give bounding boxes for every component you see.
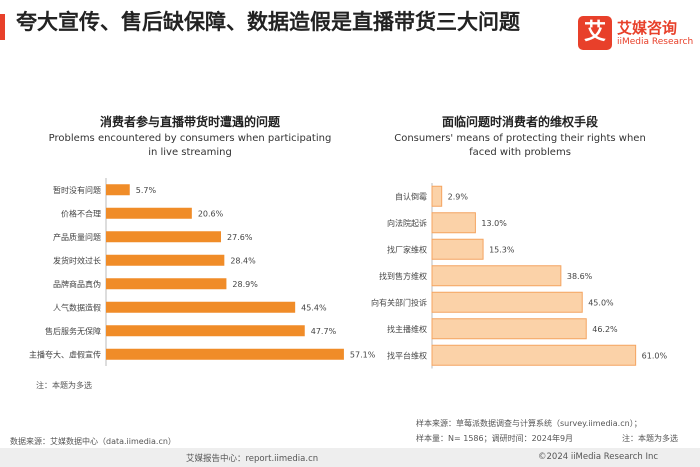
value-label: 46.2% (592, 325, 618, 334)
bar (106, 301, 296, 313)
left-bar-chart: 暂时没有问题 5.7% 价格不合理 20.6% 产品质量问题 27.6% 发货时效过长 28.… (29, 178, 376, 366)
category-label: 产品质量问题 (53, 232, 101, 242)
right-bar-chart: 自认倒霉 2.9% 向法院起诉 13.0% 找厂家维权 15.3% 找到售方维权 38.6% 向… (371, 183, 668, 369)
footer-copyright: ©2024 iiMedia Research Inc (538, 452, 659, 462)
logo-name-cn: 艾媒咨询 (617, 19, 678, 37)
bar (106, 184, 130, 196)
title-accent-bar (0, 14, 5, 40)
value-label: 5.7% (136, 186, 157, 195)
category-label: 暂时没有问题 (53, 185, 101, 195)
bar (106, 207, 192, 219)
category-label: 主播夸大、虚假宣传 (29, 349, 101, 359)
left-chart-title: 消费者参与直播带货时遭遇的问题 (99, 115, 280, 129)
right-chart-title: 面临问题时消费者的维权手段 (441, 115, 598, 129)
iimedia-logo: 艾 艾媒咨询 iiMedia Research (578, 16, 694, 52)
sample-source: 样本来源：草莓派数据调查与计算系统（survey.iimedia.cn）； (416, 419, 642, 428)
value-label: 2.9% (448, 192, 469, 201)
bar (106, 278, 227, 290)
data-source: 数据来源：艾媒数据中心（data.iimedia.cn） (10, 437, 176, 446)
category-label: 品牌商品真伪 (53, 279, 101, 289)
value-label: 13.0% (481, 219, 507, 228)
bar (106, 254, 225, 266)
category-label: 人气数据造假 (53, 302, 101, 312)
footer-report-link[interactable]: 艾媒报告中心：report.iimedia.cn (186, 454, 319, 464)
category-label: 自认倒霉 (395, 191, 427, 201)
footer-bar: 艾媒报告中心：report.iimedia.cn ©2024 iiMedia R… (0, 448, 700, 467)
bar (431, 185, 443, 207)
bar (431, 291, 583, 313)
category-label: 找平台维权 (387, 350, 427, 360)
page-title: 夸大宣传、售后缺保障、数据造假是直播带货三大问题 (16, 10, 520, 34)
category-label: 向法院起诉 (387, 218, 427, 228)
value-label: 15.3% (489, 245, 515, 254)
value-label: 27.6% (227, 233, 253, 242)
bar (106, 348, 344, 360)
bar (106, 325, 305, 337)
value-label: 28.9% (232, 280, 258, 289)
logo-mark-icon: 艾 (578, 16, 612, 50)
category-label: 售后服务无保障 (45, 326, 101, 336)
value-label: 28.4% (230, 256, 256, 265)
value-label: 45.4% (301, 303, 327, 312)
value-label: 20.6% (198, 209, 224, 218)
sample-size: 样本量：N= 1586；调研时间：2024年9月 (416, 434, 574, 443)
category-label: 发货时效过长 (53, 255, 101, 265)
category-label: 找厂家维权 (387, 244, 427, 254)
value-label: 47.7% (311, 327, 337, 336)
logo-name-en: iiMedia Research (617, 37, 694, 47)
right-note: 注：本题为多选 (622, 434, 678, 443)
value-label: 61.0% (642, 351, 668, 360)
category-label: 找主播维权 (387, 324, 427, 334)
bar (106, 231, 221, 243)
category-label: 价格不合理 (61, 208, 101, 218)
value-label: 45.0% (588, 298, 614, 307)
value-label: 38.6% (567, 272, 593, 281)
bar (431, 212, 476, 234)
category-label: 向有关部门投诉 (371, 297, 427, 307)
bar (431, 318, 587, 340)
value-label: 57.1% (350, 350, 376, 359)
bar (431, 238, 484, 260)
bar (431, 344, 637, 366)
left-note: 注：本题为多选 (36, 381, 92, 390)
right-chart-subtitle: Consumers' means of protecting their rig… (394, 133, 646, 158)
category-label: 找到售方维权 (379, 271, 427, 281)
bar (431, 265, 562, 287)
left-chart-subtitle: Problems encountered by consumers when p… (48, 133, 332, 158)
